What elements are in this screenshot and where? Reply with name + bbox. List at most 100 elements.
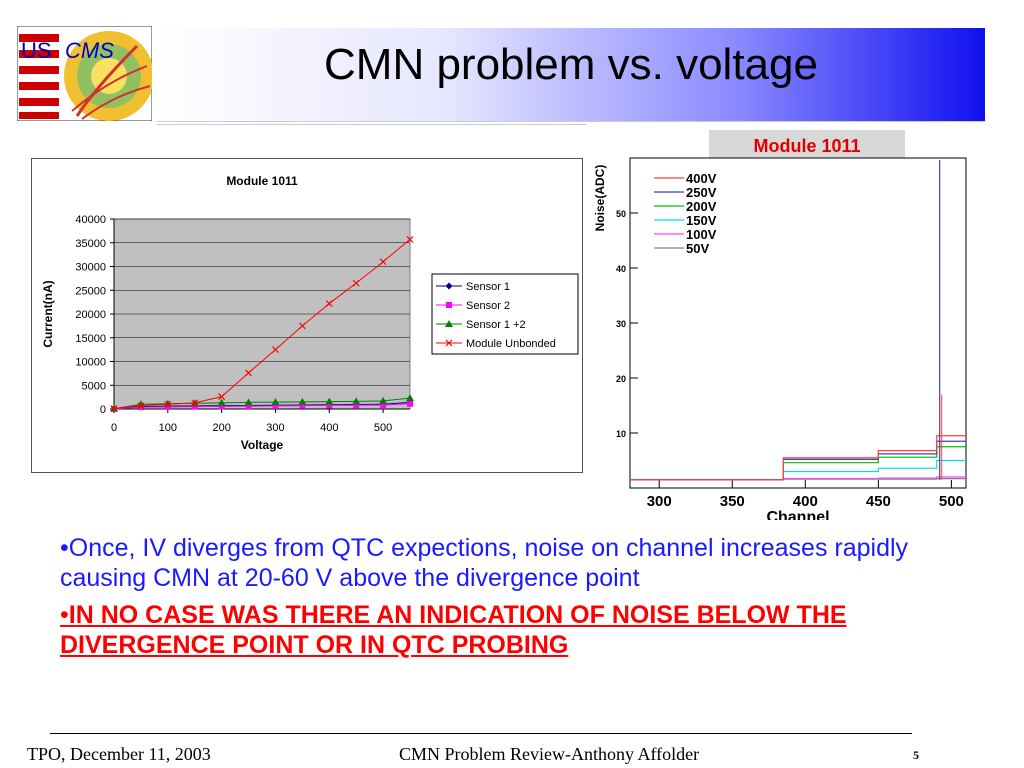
noise-chart-title: Module 1011 [753, 136, 860, 156]
iv-chart-title: Module 1011 [226, 174, 298, 188]
iv-data-point [191, 399, 199, 407]
noise-series-400V [630, 435, 966, 481]
iv-data-point [407, 400, 413, 407]
iv-series-3 [110, 236, 414, 412]
iv-data-point [272, 402, 279, 409]
logo-cms-text: CMS [65, 38, 114, 63]
iv-data-point [191, 403, 198, 410]
iv-data-point [352, 397, 361, 405]
iv-series-line [113, 403, 411, 410]
iv-x-tick-label: 0 [111, 422, 117, 434]
noise-plot-area [629, 157, 967, 489]
noise-legend-label: 200V [686, 199, 717, 214]
noise-x-axis-label: Channel [766, 509, 829, 520]
iv-data-point [353, 402, 360, 409]
footer-center: CMN Problem Review-Anthony Affolder [399, 744, 700, 764]
iv-legend-label: Sensor 2 [466, 300, 510, 312]
iv-data-point [137, 402, 145, 410]
bullet-marker: • [60, 601, 69, 629]
iv-chart: Module 101105000100001500020000250003000… [41, 174, 579, 452]
bullet-1: •Once, IV diverges from QTC expections, … [60, 534, 909, 592]
noise-x-tick-label: 350 [720, 493, 745, 510]
noise-chart: Module 1011 10 20 30 40 50 300 350 400 450 500 Chan… [593, 130, 967, 526]
iv-data-point [379, 396, 388, 404]
iv-y-tick-label: 25000 [75, 285, 106, 297]
iv-data-point [379, 258, 387, 266]
iv-y-tick-label: 35000 [75, 238, 106, 250]
iv-series-line [113, 239, 411, 410]
noise-x-tick-label: 300 [647, 493, 672, 510]
noise-y-tick-label: 20 [616, 374, 626, 384]
logo-us-text: US [21, 38, 52, 63]
iv-data-point [271, 398, 280, 406]
iv-x-tick-label: 100 [159, 422, 177, 434]
noise-x-tick-label: 450 [866, 493, 891, 510]
iv-x-tick-label: 200 [212, 422, 230, 434]
iv-data-point [218, 393, 226, 401]
iv-series-line [113, 397, 411, 410]
bullet-2: •IN NO CASE WAS THERE AN INDICATION OF N… [60, 600, 920, 660]
bullet-2-text: IN NO CASE WAS THERE AN INDICATION OF NO… [60, 601, 847, 659]
title-bar [157, 28, 985, 122]
title-divider [157, 124, 587, 125]
noise-legend-label: 250V [686, 185, 717, 200]
iv-y-tick-label: 30000 [75, 262, 106, 274]
iv-legend-label: Sensor 1 [466, 281, 510, 293]
iv-data-point [245, 369, 252, 377]
iv-legend-marker [446, 302, 452, 308]
noise-y-tick-label: 50 [616, 209, 626, 219]
iv-data-point [299, 402, 306, 409]
iv-legend-label: Sensor 1 +2 [466, 319, 526, 331]
noise-y-tick-label: 30 [616, 319, 626, 329]
page-number: 5 [913, 748, 919, 762]
iv-y-tick-label: 10000 [75, 357, 106, 369]
iv-legend-label: Module Unbonded [466, 338, 556, 350]
noise-y-tick-label: 10 [616, 429, 626, 439]
noise-chart-frame: Module 1011 10 20 30 40 50 300 350 400 450 500 Chan… [592, 128, 984, 526]
footer-divider [50, 733, 912, 734]
iv-legend-box [431, 273, 579, 355]
iv-data-point [298, 322, 306, 330]
noise-legend-label: 100V [686, 227, 717, 242]
iv-y-axis-label: Current(nA) [41, 280, 55, 347]
iv-data-point [352, 279, 360, 287]
iv-data-point [406, 394, 414, 402]
iv-y-tick-label: 20000 [75, 309, 106, 321]
iv-x-tick-label: 400 [320, 422, 338, 434]
page-title: CMN problem vs. voltage [324, 40, 818, 89]
noise-legend-label: 150V [686, 213, 717, 228]
iv-legend-marker [445, 339, 453, 347]
iv-x-tick-label: 300 [266, 422, 284, 434]
iv-data-point [218, 403, 225, 410]
iv-data-point [272, 346, 279, 354]
uscms-logo: US CMS [16, 25, 154, 122]
iv-data-point [245, 403, 252, 410]
iv-y-tick-label: 5000 [82, 380, 106, 392]
iv-data-point [164, 400, 172, 408]
noise-y-axis-label: Noise(ADC) [593, 165, 607, 232]
iv-series-line [113, 401, 411, 410]
iv-data-point [406, 236, 414, 243]
footer-left: TPO, December 11, 2003 [27, 744, 211, 764]
iv-chart-frame: Module 1011 0 5000 10000 15000 20000 25000 3000… [31, 158, 583, 473]
flag-stripes [19, 28, 59, 119]
bullet-list: •Once, IV diverges from QTC expections, … [60, 533, 920, 660]
iv-x-tick-label: 500 [374, 422, 392, 434]
iv-data-point [217, 398, 226, 406]
iv-legend-marker [445, 320, 453, 327]
noise-legend-label: 50V [686, 241, 709, 256]
noise-legend-label: 400V [686, 171, 717, 186]
iv-y-tick-label: 0 [100, 404, 106, 416]
iv-legend-marker [445, 282, 453, 290]
noise-x-tick-label: 500 [939, 493, 964, 510]
iv-data-point [325, 397, 334, 405]
noise-title-bg [709, 130, 905, 162]
iv-data-point [163, 399, 172, 407]
iv-data-point [380, 401, 387, 408]
iv-data-point [164, 403, 171, 410]
iv-data-point [244, 398, 253, 406]
iv-legend: Sensor 1 Sensor 2 Sensor 1 +2 Module Unbond… [431, 273, 579, 355]
iv-data-point [298, 397, 307, 405]
iv-data-point [325, 300, 333, 307]
